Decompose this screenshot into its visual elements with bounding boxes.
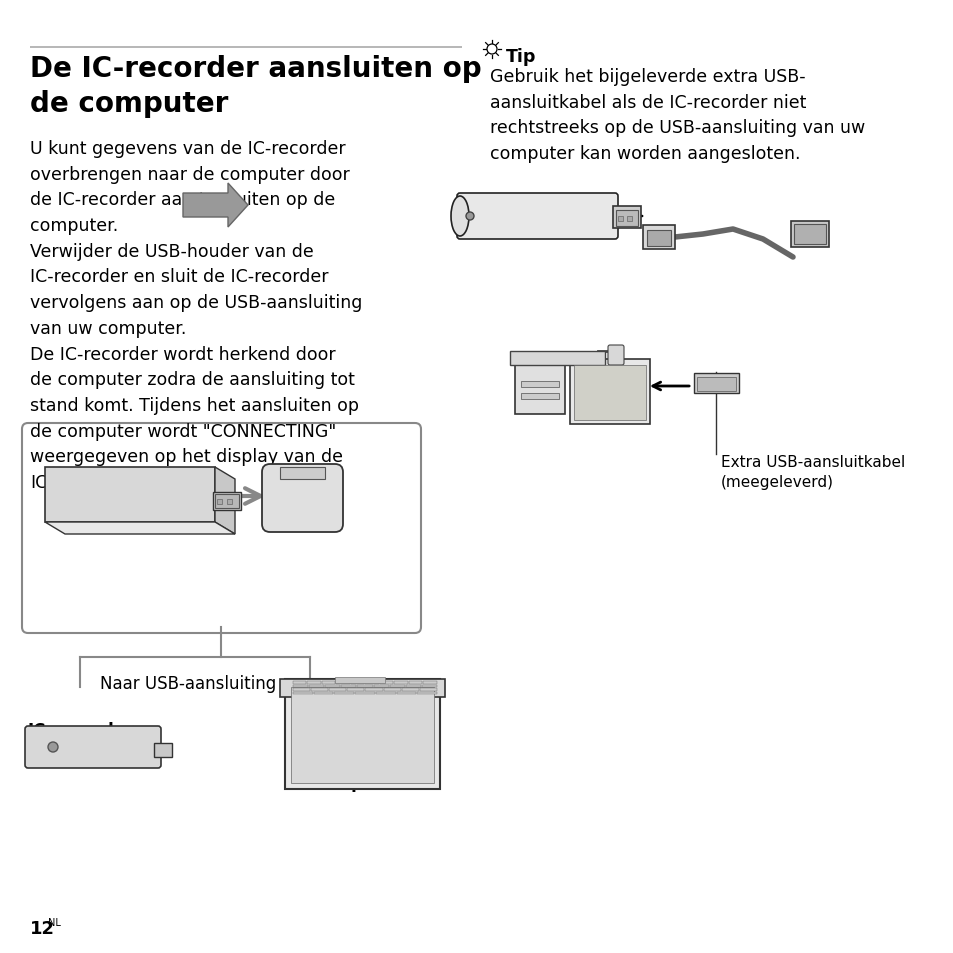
Text: NL: NL [48,917,61,927]
Bar [395,681,408,684]
Text: de computer: de computer [30,90,228,118]
Bar [45,468,214,522]
Bar [793,225,825,245]
Bar [613,207,640,229]
Bar [405,685,420,687]
Bar [616,211,638,227]
Ellipse shape [451,196,469,236]
Bar [618,216,622,222]
Bar [419,688,436,691]
Bar [626,216,631,222]
FancyBboxPatch shape [25,726,161,768]
Bar [307,681,320,684]
Bar [153,743,172,758]
Bar [322,681,335,684]
Bar [329,688,346,691]
Text: Computer: Computer [310,773,402,791]
Bar [293,688,310,691]
Bar [510,352,604,366]
Bar [227,499,232,504]
Bar [214,495,239,509]
Bar [396,692,416,695]
Bar [355,692,375,695]
Bar [389,685,404,687]
Text: De IC-recorder aansluiten op: De IC-recorder aansluiten op [30,55,481,83]
Bar [341,685,356,687]
Bar [790,222,828,248]
Bar [325,685,340,687]
Polygon shape [183,184,248,228]
Bar [383,688,400,691]
Bar [335,678,385,683]
Text: 12: 12 [30,919,55,937]
Polygon shape [45,522,234,535]
Text: IC-recorder: IC-recorder [28,721,134,740]
Polygon shape [214,468,234,535]
Bar [697,377,735,392]
Bar [216,499,222,504]
Bar [520,394,558,399]
Bar [280,468,325,479]
Bar [646,231,670,247]
Text: Tip: Tip [505,48,536,66]
Bar [311,688,328,691]
Bar [401,688,418,691]
Bar [280,679,444,698]
Bar [379,681,393,684]
Bar [291,687,434,783]
Bar [309,685,324,687]
Bar [416,692,436,695]
Bar [213,493,241,511]
Bar [293,692,313,695]
Bar [336,681,350,684]
Bar [314,692,334,695]
Circle shape [465,213,474,221]
Bar [421,685,436,687]
Bar [569,359,649,424]
Circle shape [486,45,497,55]
FancyBboxPatch shape [22,423,420,634]
Bar [520,381,558,388]
Bar [335,692,354,695]
Bar [409,681,422,684]
Bar [515,359,564,415]
Text: Naar USB-aansluiting: Naar USB-aansluiting [100,675,276,692]
Text: U kunt gegevens van de IC-recorder
overbrengen naar de computer door
de IC-recor: U kunt gegevens van de IC-recorder overb… [30,140,362,492]
Bar [365,688,382,691]
Bar [357,685,373,687]
Bar [347,688,364,691]
Bar [374,685,388,687]
Circle shape [48,742,58,752]
Text: Gebruik het bijgeleverde extra USB-
aansluitkabel als de IC-recorder niet
rechts: Gebruik het bijgeleverde extra USB- aans… [490,68,864,163]
Text: Extra USB-aansluitkabel
(meegeleverd): Extra USB-aansluitkabel (meegeleverd) [720,455,904,489]
Bar [375,692,395,695]
Bar [693,374,739,394]
Bar [574,366,645,420]
FancyBboxPatch shape [456,193,618,240]
Bar [293,685,308,687]
Bar [365,681,378,684]
Bar [423,681,436,684]
Bar [293,681,306,684]
Bar [285,679,439,789]
Bar [642,226,675,250]
FancyBboxPatch shape [607,346,623,366]
Bar [351,681,364,684]
FancyBboxPatch shape [262,464,343,533]
